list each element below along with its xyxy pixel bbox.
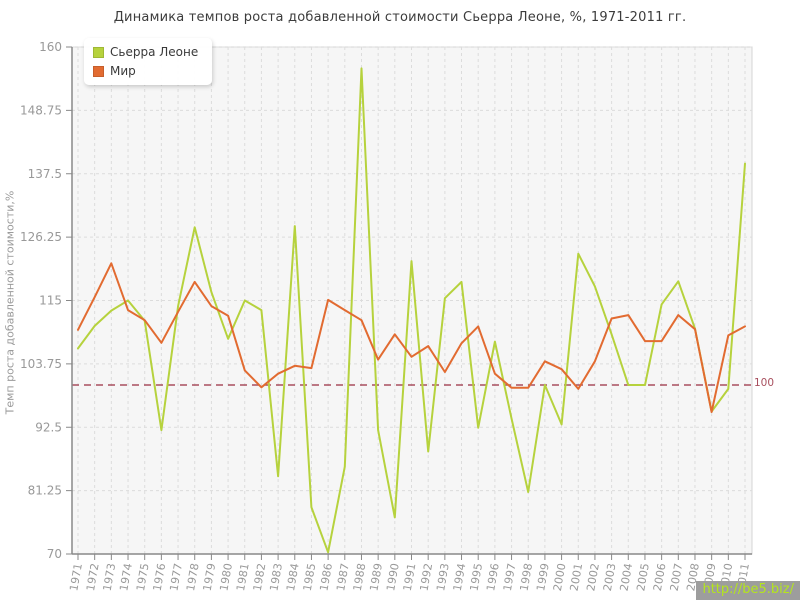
legend-label-sierra-leone: Сьерра Леоне [110, 45, 199, 59]
chart-title: Динамика темпов роста добавленной стоимо… [113, 10, 687, 25]
x-tick-label: 2000 [551, 562, 569, 592]
x-tick-label: 1972 [84, 562, 102, 592]
x-tick-label: 1981 [234, 562, 252, 592]
x-tick-label: 2006 [651, 562, 669, 592]
x-tick-label: 1989 [367, 562, 385, 592]
x-tick-label: 1988 [351, 562, 369, 592]
x-tick-label: 1992 [417, 562, 435, 592]
x-tick-label: 1997 [501, 562, 519, 592]
x-tick-label: 1982 [251, 562, 269, 592]
x-tick-label: 1986 [317, 562, 335, 592]
x-tick-label: 2007 [668, 562, 686, 592]
y-tick-label: 103.75 [20, 357, 62, 371]
x-tick-label: 1985 [301, 562, 319, 592]
x-tick-label: 1995 [467, 562, 485, 592]
x-tick-label: 1998 [518, 562, 536, 592]
y-tick-label: 81.25 [28, 484, 62, 498]
x-tick-label: 1993 [434, 562, 452, 592]
y-tick-label: 137.5 [28, 167, 62, 181]
legend-swatch-mir [93, 65, 104, 77]
x-tick-label: 1973 [101, 562, 119, 592]
x-tick-label: 1983 [267, 562, 285, 592]
x-tick-label: 2005 [634, 562, 652, 592]
legend: Сьерра Леоне Мир [84, 38, 213, 85]
x-tick-label: 1976 [151, 562, 169, 592]
legend-swatch-sierra-leone [93, 46, 104, 58]
x-tick-label: 1990 [384, 562, 402, 592]
refline-label: 100 [754, 377, 775, 389]
x-tick-label: 1994 [451, 562, 469, 592]
y-tick-label: 92.5 [35, 420, 62, 434]
x-tick-label: 1971 [67, 562, 85, 592]
x-tick-label: 2004 [618, 562, 636, 592]
x-tick-label: 1977 [167, 562, 185, 592]
y-tick-label: 115 [39, 294, 62, 308]
x-tick-label: 1987 [334, 562, 352, 592]
x-tick-label: 1978 [184, 562, 202, 592]
series-line-mir [77, 262, 746, 413]
x-tick-label: 1974 [117, 562, 135, 592]
x-tick-label: 1996 [484, 562, 502, 592]
x-tick-label: 1991 [401, 562, 419, 592]
legend-label-mir: Мир [110, 64, 136, 78]
y-tick-label: 126.25 [20, 230, 62, 244]
x-tick-label: 1975 [134, 562, 152, 592]
x-tick-label: 1979 [201, 562, 219, 592]
legend-item-mir: Мир [93, 64, 198, 78]
x-tick-label: 1980 [217, 562, 235, 592]
x-tick-label: 2002 [584, 562, 602, 592]
x-tick-label: 1999 [534, 562, 552, 592]
y-tick-label: 148.75 [20, 103, 62, 117]
y-tick-label: 160 [39, 40, 62, 54]
watermark-link[interactable]: http://be5.biz/ [696, 581, 800, 600]
y-tick-label: 70 [47, 547, 62, 561]
x-tick-label: 1984 [284, 562, 302, 592]
x-tick-label: 2001 [568, 562, 586, 592]
x-tick-label: 2003 [601, 562, 619, 592]
series-line-sierra-leone [77, 67, 746, 554]
legend-item-sierra-leone: Сьерра Леоне [93, 45, 198, 59]
